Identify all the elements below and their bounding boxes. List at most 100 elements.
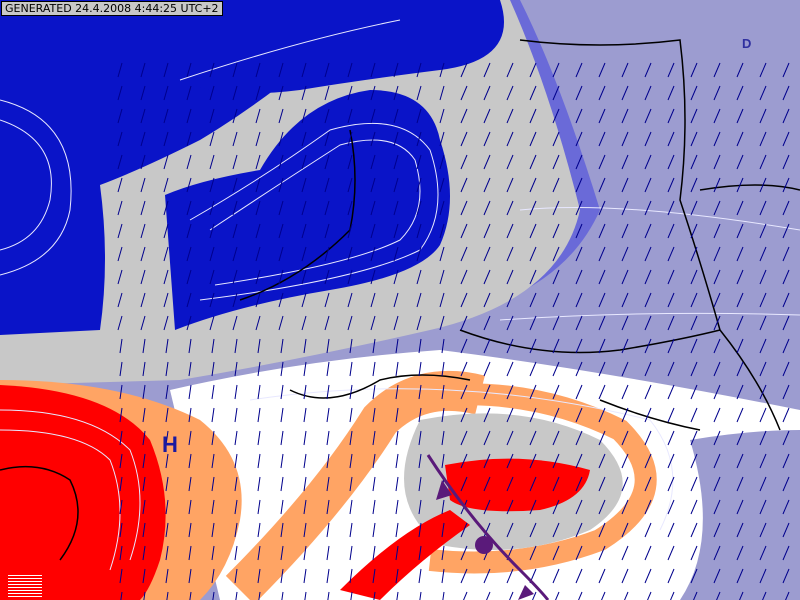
wind-arrow-icon	[759, 292, 767, 308]
wind-arrow-icon	[483, 177, 491, 193]
wind-arrow-icon	[621, 62, 629, 78]
wind-arrow-icon	[142, 384, 146, 400]
wind-arrow-icon	[460, 545, 468, 561]
wind-arrow-icon	[280, 407, 284, 423]
wind-arrow-icon	[142, 522, 146, 538]
wind-arrow-icon	[278, 108, 284, 124]
wind-arrow-icon	[460, 430, 468, 446]
wind-arrow-icon	[439, 315, 445, 331]
wind-arrow-icon	[419, 591, 422, 600]
wind-arrow-icon	[211, 407, 215, 423]
wind-arrow-icon	[326, 453, 330, 469]
wind-arrow-icon	[552, 499, 560, 515]
wind-arrow-icon	[552, 246, 560, 262]
wind-arrow-icon	[257, 499, 261, 515]
wind-arrow-icon	[529, 223, 537, 239]
wind-arrow-icon	[370, 177, 376, 193]
wind-arrow-icon	[140, 292, 146, 308]
wind-arrow-icon	[278, 292, 284, 308]
wind-arrow-icon	[416, 315, 422, 331]
wind-arrow-icon	[232, 200, 238, 216]
wind-arrow-icon	[529, 476, 537, 492]
wind-arrow-icon	[690, 177, 698, 193]
wind-arrow-icon	[370, 269, 376, 285]
wind-arrow-icon	[349, 430, 353, 446]
wind-arrow-icon	[165, 522, 169, 538]
wind-arrow-icon	[552, 177, 560, 193]
wind-arrow-icon	[232, 177, 238, 193]
wind-arrow-icon	[165, 453, 169, 469]
wind-arrow-icon	[782, 361, 790, 377]
wind-arrow-icon	[667, 131, 675, 147]
wind-arrow-icon	[598, 131, 606, 147]
wind-arrow-icon	[736, 568, 744, 584]
wind-arrow-icon	[347, 223, 353, 239]
wind-arrow-icon	[575, 62, 583, 78]
wind-arrow-icon	[418, 361, 422, 377]
wind-arrow-icon	[782, 292, 790, 308]
wind-arrow-icon	[552, 545, 560, 561]
wind-arrow-icon	[667, 108, 675, 124]
wind-arrow-icon	[324, 131, 330, 147]
wind-arrow-icon	[142, 338, 146, 354]
wind-arrow-icon	[393, 246, 399, 262]
wind-arrow-icon	[736, 131, 744, 147]
wind-arrow-icon	[575, 223, 583, 239]
wind-arrow-icon	[439, 85, 445, 101]
wind-arrow-icon	[690, 223, 698, 239]
wind-arrow-icon	[119, 361, 123, 377]
wind-arrow-icon	[186, 292, 192, 308]
wind-arrow-icon	[785, 591, 790, 600]
wind-arrow-icon	[370, 223, 376, 239]
wind-arrow-icon	[621, 499, 629, 515]
wind-arrow-icon	[442, 591, 445, 600]
wind-arrow-icon	[119, 476, 123, 492]
wind-arrow-icon	[529, 62, 537, 78]
wind-arrow-icon	[278, 315, 284, 331]
high-pressure-core	[0, 385, 166, 600]
wind-arrow-icon	[186, 108, 192, 124]
wind-arrow-icon	[506, 131, 514, 147]
wind-arrow-icon	[393, 177, 399, 193]
wind-arrow-icon	[119, 430, 123, 446]
wind-field	[117, 62, 790, 600]
wind-arrow-icon	[441, 384, 445, 400]
wind-arrow-icon	[163, 292, 169, 308]
wind-arrow-icon	[142, 545, 146, 561]
wind-arrow-icon	[142, 476, 146, 492]
wind-arrow-icon	[667, 200, 675, 216]
wind-arrow-icon	[552, 315, 560, 331]
wind-arrow-icon	[303, 568, 307, 584]
wind-arrow-icon	[552, 154, 560, 170]
wind-arrow-icon	[667, 154, 675, 170]
wind-arrow-icon	[759, 62, 767, 78]
wind-arrow-icon	[209, 108, 215, 124]
wind-arrow-icon	[621, 223, 629, 239]
wind-arrow-icon	[782, 338, 790, 354]
wind-arrow-icon	[395, 568, 399, 584]
wind-arrow-icon	[188, 430, 192, 446]
wind-arrow-icon	[142, 361, 146, 377]
wind-arrow-icon	[349, 407, 353, 423]
wind-arrow-icon	[736, 430, 744, 446]
wind-arrow-icon	[713, 338, 721, 354]
wind-arrow-icon	[460, 568, 468, 584]
wind-arrow-icon	[575, 338, 583, 354]
wind-arrow-icon	[119, 407, 123, 423]
wind-arrow-icon	[372, 522, 376, 538]
wind-arrow-icon	[324, 269, 330, 285]
wind-arrow-icon	[418, 545, 422, 561]
wind-arrow-icon	[165, 384, 169, 400]
wind-arrow-icon	[280, 453, 284, 469]
wind-arrow-icon	[140, 62, 146, 78]
wind-arrow-icon	[163, 108, 169, 124]
wind-arrow-icon	[211, 453, 215, 469]
wind-arrow-icon	[324, 154, 330, 170]
wind-arrow-icon	[782, 269, 790, 285]
wind-arrow-icon	[416, 246, 422, 262]
wind-arrow-icon	[280, 384, 284, 400]
wind-arrow-icon	[621, 269, 629, 285]
wind-arrow-icon	[575, 200, 583, 216]
wind-arrow-icon	[349, 568, 353, 584]
wind-arrow-icon	[303, 476, 307, 492]
